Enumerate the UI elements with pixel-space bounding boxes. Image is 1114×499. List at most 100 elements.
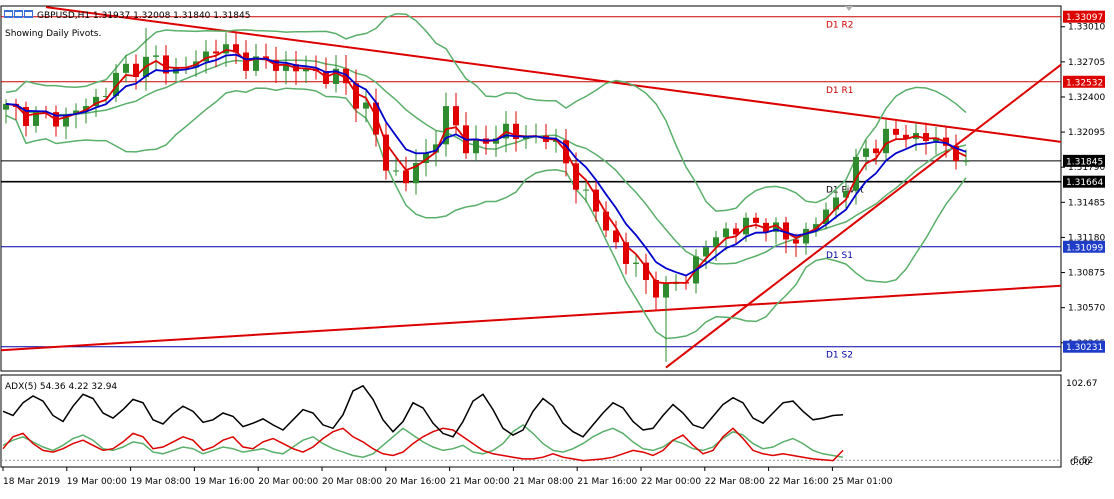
price-panel-frame [0,5,1062,372]
candle-body [923,133,929,142]
pivot-label-1: D1 R1 [826,86,854,96]
pivot-indicator-caption: Showing Daily Pivots. [5,29,101,39]
candle-body [833,197,839,210]
candle-body [573,163,579,190]
candle-body [803,228,809,244]
candle-body [723,228,729,238]
candle-body [73,110,79,115]
chart-shift-marker-icon[interactable] [845,6,853,11]
candle-body [163,55,169,74]
indicator-axis-bottom: 0.00 [1070,458,1090,468]
candle-body [123,63,129,73]
pivot-lines: D1 R2 D1 R1 D1 Pivot D1 S1 D1 S2 [1,16,1061,361]
candle-body [223,44,229,54]
candle-body [553,140,559,142]
price-badge-label: 1.31845 [1066,157,1103,167]
time-tick-label: 19 Mar 08:00 [131,477,191,487]
time-tick-label: 18 Mar 2019 [3,477,60,487]
price-tick-label: 1.31180 [1068,233,1105,243]
candle-body [823,209,829,225]
price-tick-label: 1.33010 [1068,23,1105,33]
price-badge-label: 1.32532 [1066,78,1103,88]
candle-body [873,148,879,154]
price-tick-label: 1.32705 [1068,58,1105,68]
candle-body [953,145,959,161]
indicator-axis-bottom-overlay: -5.52 [1070,456,1093,466]
resistance-trendline[interactable] [45,6,1062,143]
minus-di-line [2,427,844,462]
chart-window-icon [25,12,32,16]
plus-di-line [2,423,844,458]
price-tick-label: 1.30875 [1068,269,1105,279]
time-tick-label: 22 Mar 00:00 [641,477,701,487]
candle-body [663,284,669,298]
candle-body [133,63,139,77]
time-tick-label: 19 Mar 16:00 [194,477,254,487]
time-tick-label: 20 Mar 16:00 [386,477,446,487]
candle-body [623,242,629,264]
price-badge-bg [1063,154,1105,167]
support-trendline[interactable] [0,284,1062,352]
upper-band [5,13,967,212]
time-tick-label: 21 Mar 00:00 [450,477,510,487]
candle-body [113,72,119,97]
time-tick-label: 20 Mar 00:00 [258,477,318,487]
candle-body [513,123,519,140]
time-tick-label: 19 Mar 00:00 [67,477,127,487]
candle-body [363,102,369,109]
moving-averages [5,49,967,285]
price-badges: 1.33097 1.32532 1.31845 1.31664 1.31099 1.302… [1063,10,1105,353]
candle-body [103,96,109,98]
candle-body [303,69,309,72]
time-tick-label: 21 Mar 08:00 [513,477,573,487]
pivot-label-2: D1 Pivot [826,186,864,196]
candle-body [93,96,99,107]
time-tick-label: 20 Mar 08:00 [322,477,382,487]
candle-body [863,148,869,157]
candle-body [353,83,359,109]
candle-body [893,128,899,135]
candle-body [83,106,89,111]
time-tick-label: 21 Mar 16:00 [577,477,637,487]
candle-body [633,262,639,264]
candle-body [743,217,749,235]
candle-body [713,237,719,248]
time-tick-label: 22 Mar 08:00 [705,477,765,487]
pivot-label-0: D1 R2 [826,21,854,31]
price-badge-bg [1063,75,1105,88]
candle-body [903,134,909,139]
candle-body [63,114,69,127]
price-badge-label: 1.31664 [1066,178,1103,188]
price-badge-label: 1.30231 [1066,343,1103,353]
candle-body [793,239,799,244]
candle-body [603,211,609,231]
candle-body [333,68,339,84]
candle-body [253,56,259,71]
candle-body [203,51,209,62]
adx-lines [1,384,1061,462]
candle-body [343,68,349,84]
candle-body [583,189,589,191]
indicator-axis-top: 102.67 [1066,379,1098,389]
candle-body [403,170,409,184]
price-tick-label: 1.31485 [1068,198,1105,208]
candle-body [843,190,849,198]
candle-body [933,137,939,142]
price-badge-bg [1063,175,1105,188]
candle-body [703,247,709,257]
candle-body [963,160,969,162]
indicator-panel-frame [0,374,1062,468]
candle-body [413,162,419,184]
candle-body [523,137,529,140]
time-axis: 18 Mar 2019 19 Mar 00:00 19 Mar 08:00 19 Ma… [2,467,893,487]
price-tick-label: 1.32095 [1068,128,1105,138]
price-badge-label: 1.33097 [1066,13,1103,23]
candle-body [233,44,239,53]
price-tick-label: 1.30570 [1068,304,1105,314]
candle-body [613,230,619,243]
time-tick-label: 25 Mar 01:00 [832,477,892,487]
candle-body [493,138,499,144]
candle-body [753,217,759,223]
